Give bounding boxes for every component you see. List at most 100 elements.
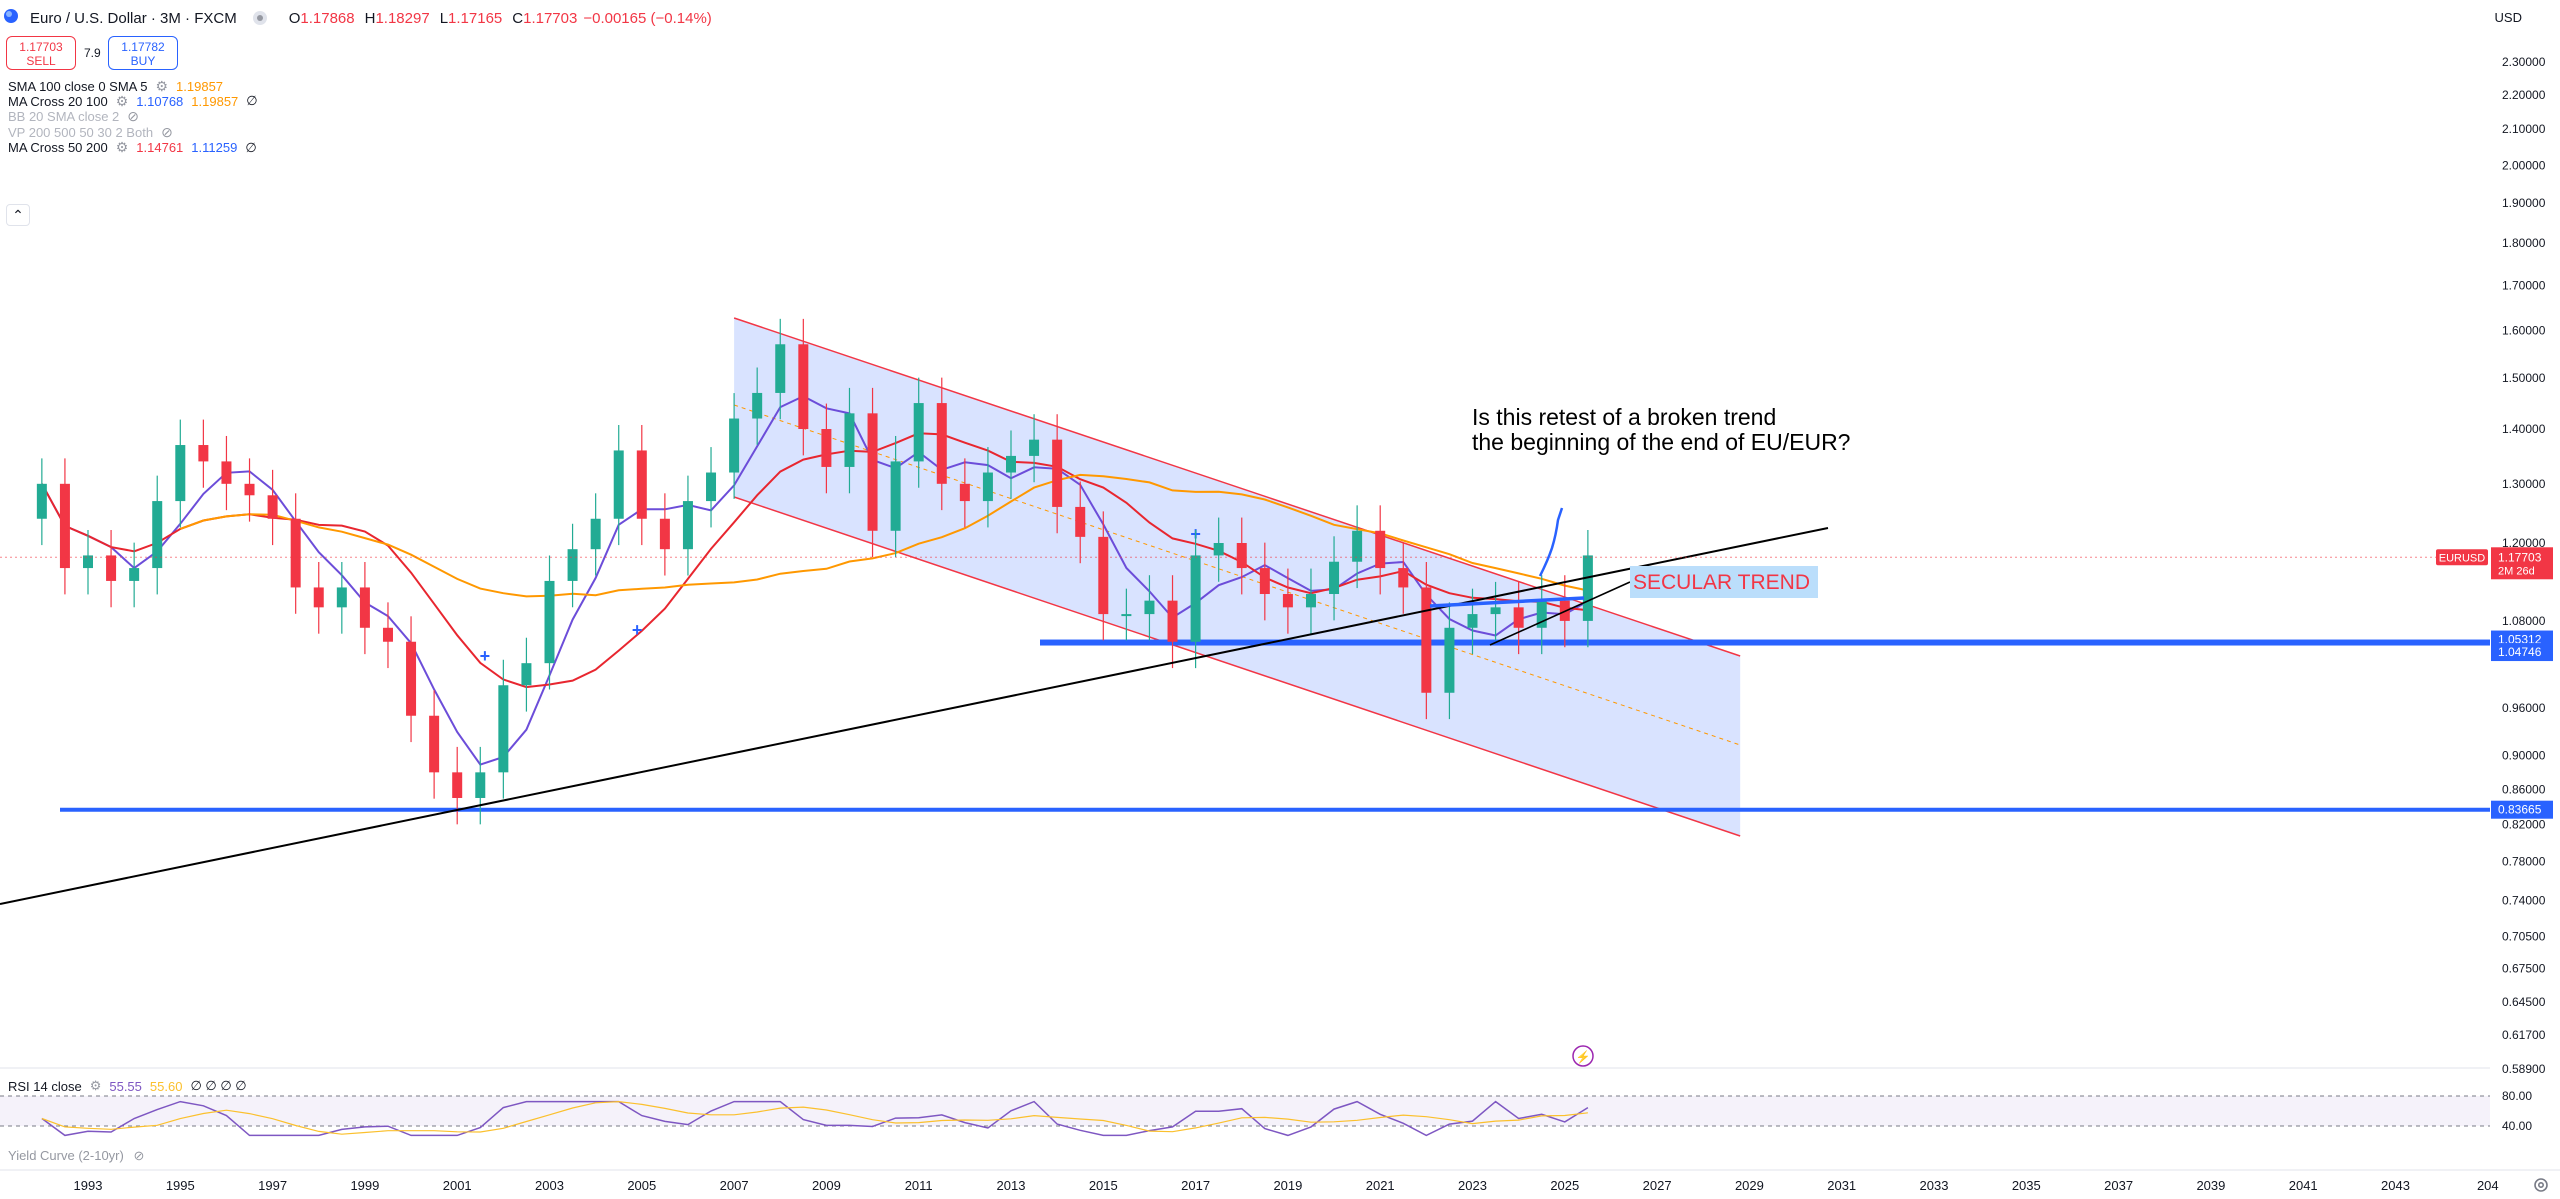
rsi-title[interactable]: RSI 14 close <box>8 1078 82 1094</box>
price-tick-label: 1.60000 <box>2502 323 2546 337</box>
candle-body <box>636 450 647 519</box>
settings-icon[interactable]: ⚙ <box>155 77 169 94</box>
price-tick-label: 0.74000 <box>2502 893 2546 907</box>
candle <box>290 493 301 614</box>
indicator-row[interactable]: SMA 100 close 0 SMA 5 ⚙ 1.19857 <box>8 76 231 96</box>
high-value: 1.18297 <box>375 9 430 27</box>
candle-body <box>567 549 578 581</box>
candle <box>1513 581 1524 655</box>
candle <box>1490 581 1501 641</box>
price-tick-label: 1.70000 <box>2502 278 2546 292</box>
candle <box>1006 430 1016 499</box>
candle <box>682 475 693 576</box>
candle-body <box>1052 439 1063 507</box>
candle-body <box>659 518 670 550</box>
candle-body <box>221 461 232 484</box>
price-tick-label: 1.40000 <box>2502 422 2546 436</box>
candle <box>867 387 878 558</box>
indicator-null: ∅ <box>246 93 258 109</box>
eye-off-icon[interactable]: ⊘ <box>127 108 140 125</box>
candle-body <box>175 445 186 502</box>
settings-icon[interactable]: ⚙ <box>115 139 129 156</box>
indicator-value: 1.14761 <box>136 140 184 156</box>
symbol-header: Euro / U.S. Dollar · 3M · FXCM O 1.17868 … <box>0 6 712 30</box>
candle-body <box>244 483 255 496</box>
candle <box>1536 575 1547 655</box>
buy-button[interactable]: 1.17782 BUY <box>108 36 178 70</box>
market-status-icon[interactable] <box>252 11 267 25</box>
indicator-value: 1.19857 <box>176 78 224 94</box>
candle <box>475 746 486 825</box>
candle-body <box>59 483 70 569</box>
candle-body <box>1236 543 1247 569</box>
time-axis: 1993 1995 1997 1999 2001 2003 2005 2007 2009 2011… <box>74 1178 2499 1193</box>
rsi-level-label: 80.00 <box>2502 1089 2532 1103</box>
candle-body <box>1490 607 1501 615</box>
currency-label[interactable]: USD <box>2494 10 2522 25</box>
candle <box>982 447 993 528</box>
candle-body <box>1444 627 1455 693</box>
event-marker-icon <box>1572 1045 1594 1067</box>
time-tick-label: 2039 <box>2196 1178 2225 1193</box>
candle-body <box>959 483 970 502</box>
candle-body <box>198 445 209 462</box>
time-tick-label: 204 <box>2477 1178 2499 1193</box>
candle <box>775 318 786 420</box>
candle <box>175 419 186 528</box>
candle-body <box>152 501 163 569</box>
candle <box>452 746 463 825</box>
close-label: C <box>512 9 524 27</box>
rsi-ma-value: 55.60 <box>149 1078 183 1094</box>
eye-off-icon[interactable]: ⊘ <box>161 123 173 140</box>
symbol-icon <box>4 9 18 23</box>
candle-body <box>729 418 740 473</box>
candle-body <box>336 587 347 608</box>
candle-body <box>1190 555 1201 642</box>
event-marker-glyph: ⚡ <box>1576 1050 1591 1064</box>
price-tick-label: 0.58900 <box>2502 1062 2546 1076</box>
price-tick-label: 1.08000 <box>2502 614 2546 628</box>
symbol-title[interactable]: Euro / U.S. Dollar · 3M · FXCM <box>30 9 237 27</box>
collapse-legend-button[interactable]: ⌃ <box>6 204 30 226</box>
candle <box>729 393 740 499</box>
level-low-tag-bg <box>2491 643 2553 662</box>
sell-button[interactable]: 1.17703 SELL <box>6 36 76 70</box>
time-tick-label: 2023 <box>1458 1178 1487 1193</box>
candlestick-series <box>36 318 1593 825</box>
time-tick-label: 2035 <box>2012 1178 2041 1193</box>
candle-body <box>590 518 601 550</box>
time-tick-label: 2009 <box>812 1178 841 1193</box>
open-label: O <box>288 9 301 27</box>
candle-body <box>452 772 463 798</box>
candle <box>1213 517 1224 582</box>
candle-body <box>867 413 878 531</box>
candle <box>1236 517 1247 595</box>
candle <box>336 562 347 634</box>
settings-icon[interactable]: ⚙ <box>115 92 129 109</box>
candle <box>1444 602 1455 720</box>
indicator-row[interactable]: BB 20 SMA close 2 ⊘ <box>8 107 147 127</box>
yield-curve-legend[interactable]: Yield Curve (2-10yr) ⊘ <box>8 1148 144 1164</box>
candle-body <box>982 472 993 502</box>
rsi-pane: 80.00 40.00 <box>0 1089 2532 1137</box>
price-tick-label: 2.20000 <box>2502 88 2546 102</box>
indicator-name: SMA 100 close 0 SMA 5 <box>8 78 148 94</box>
candle <box>1421 562 1432 720</box>
candle <box>1467 588 1478 655</box>
indicator-row[interactable]: MA Cross 50 200 ⚙ 1.14761 1.11259 ∅ <box>8 138 257 158</box>
question-annotation-line2: the beginning of the end of EU/EUR? <box>1472 429 1850 455</box>
candle <box>1582 529 1593 648</box>
indicator-row[interactable]: VP 200 500 50 30 2 Both ⊘ <box>8 122 181 142</box>
gear-icon[interactable] <box>2532 1176 2550 1194</box>
eye-off-icon[interactable]: ⊘ <box>133 1148 145 1163</box>
candle <box>567 523 578 608</box>
settings-icon[interactable]: ⚙ <box>89 1078 102 1093</box>
indicator-row[interactable]: MA Cross 20 100 ⚙ 1.10768 1.19857 ∅ <box>8 91 258 111</box>
candle-body <box>1075 506 1086 537</box>
price-tick-label: 2.10000 <box>2502 122 2546 136</box>
high-label: H <box>364 9 376 27</box>
level-high-tag: 1.05312 <box>2498 633 2542 647</box>
